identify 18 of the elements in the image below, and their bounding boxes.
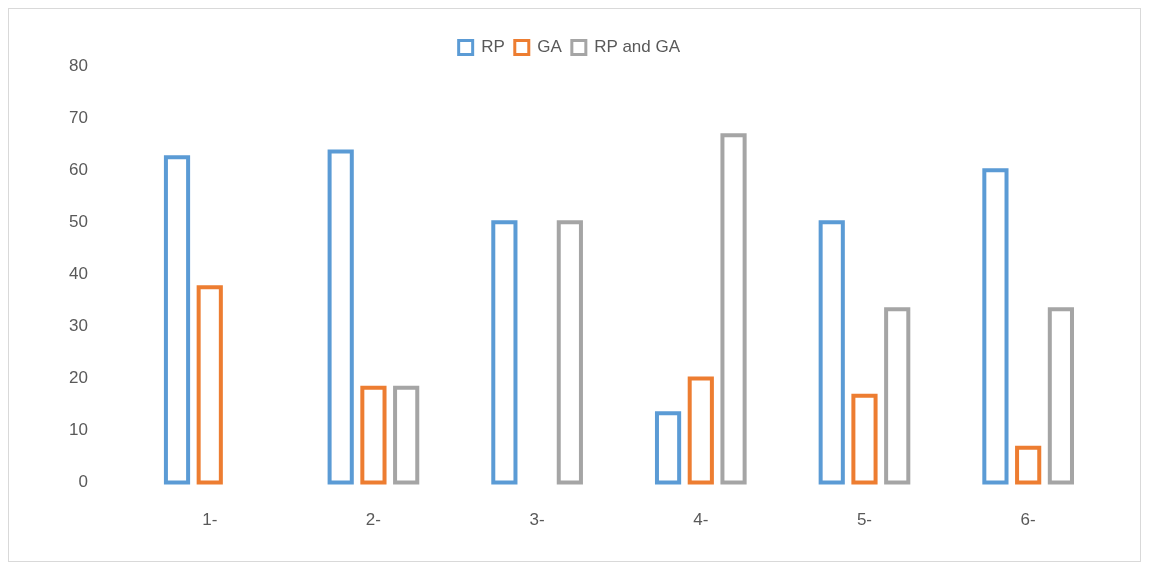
x-tick-label: 4- [693,510,709,530]
legend-label: RP and GA [594,37,681,57]
y-tick-label: 40 [68,263,88,283]
y-tick-label: 10 [68,420,88,440]
y-tick-label: 80 [68,55,88,75]
y-tick-label: 0 [78,472,88,492]
x-tick-label: 1- [202,510,218,530]
y-tick-label: 70 [68,107,88,127]
x-tick-label: 6- [1020,510,1036,530]
y-tick-label: 30 [68,316,88,336]
y-tick-label: 20 [68,368,88,388]
legend-label: GA [537,37,563,57]
x-tick-label: 3- [529,510,545,530]
x-tick-label: 5- [856,510,873,530]
legend-label: RP [481,37,505,57]
y-tick-label: 60 [68,159,88,179]
y-tick-label: 50 [68,211,88,231]
x-tick-label: 2- [365,510,381,530]
